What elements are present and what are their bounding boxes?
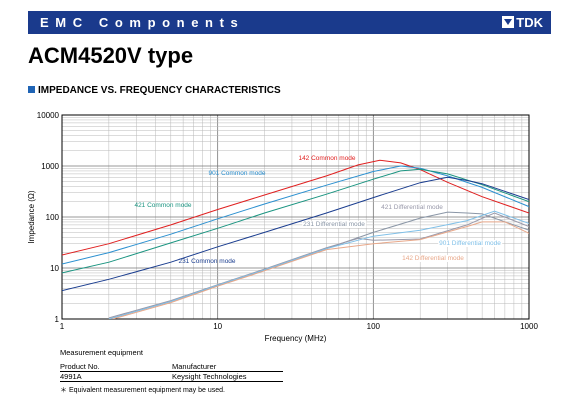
- page-title: ACM4520V type: [28, 43, 194, 68]
- logo-mark-icon: [502, 16, 515, 28]
- series-label-background: [302, 221, 367, 228]
- series-label-231-common-mode: 231 Common mode: [178, 258, 235, 265]
- series-line-142-differential-mode: [110, 221, 529, 319]
- y-tick-label: 1000: [41, 162, 59, 171]
- series-line-231-common-mode: [62, 176, 529, 292]
- x-axis-label: Frequency (MHz): [265, 334, 327, 343]
- section-title-text: IMPEDANCE VS. FREQUENCY CHARACTERISTICS: [38, 85, 281, 96]
- x-tick-label: 1: [60, 322, 65, 331]
- series-label-142-common-mode: 142 Common mode: [298, 155, 355, 162]
- series-line-901-differential-mode: [108, 210, 529, 319]
- y-axis-label: Impedance (Ω): [27, 190, 36, 243]
- series-line-421-differential-mode: [108, 212, 529, 319]
- plot-frame: [61, 114, 530, 320]
- table-header-manufacturer: Manufacturer: [172, 362, 283, 372]
- x-tick-label: 1000: [520, 322, 538, 331]
- header-bar: EMC Components TDK: [28, 11, 551, 34]
- series-label-background: [401, 255, 466, 262]
- series-label-231-differential-mode: 231 Differential mode: [303, 221, 365, 228]
- series-label-background: [380, 204, 445, 211]
- logo-text: TDK: [516, 15, 543, 30]
- table-row: 4991A Keysight Technologies: [60, 371, 283, 382]
- section-title: IMPEDANCE VS. FREQUENCY CHARACTERISTICS: [28, 85, 281, 96]
- table-header-product: Product No.: [60, 362, 172, 372]
- y-tick-label: 100: [46, 213, 60, 222]
- measurement-title: Measurement equipment: [60, 348, 143, 357]
- series-label-421-differential-mode: 421 Differential mode: [381, 204, 443, 211]
- y-tick-label: 10: [50, 264, 59, 273]
- series-label-421-common-mode: 421 Common mode: [134, 202, 191, 209]
- section-bullet-icon: [28, 86, 35, 93]
- tdk-logo: TDK: [502, 15, 543, 30]
- y-tick-label: 1: [55, 315, 60, 324]
- measurement-note: ＊ Equivalent measurement equipment may b…: [60, 387, 225, 394]
- y-tick-label: 10000: [37, 111, 60, 120]
- impedance-chart: 1 10 100 1000 1 10 100 1000 10000 Frequency (MHz)…: [27, 111, 538, 343]
- series-line-142-common-mode: [62, 159, 529, 256]
- x-tick-label: 10: [213, 322, 222, 331]
- measurement-table: Product No. Manufacturer 4991A Keysight …: [60, 362, 283, 382]
- series-label-142-differential-mode: 142 Differential mode: [402, 255, 464, 262]
- table-cell-product: 4991A: [60, 371, 172, 382]
- brand-title: EMC Components: [40, 15, 245, 30]
- series-label-901-common-mode: 901 Common mode: [208, 170, 265, 177]
- series-label-901-differential-mode: 901 Differential mode: [439, 240, 501, 247]
- series-line-421-common-mode: [62, 168, 529, 274]
- table-cell-manufacturer: Keysight Technologies: [172, 371, 283, 382]
- series-label-background: [438, 240, 503, 247]
- x-tick-label: 100: [367, 322, 381, 331]
